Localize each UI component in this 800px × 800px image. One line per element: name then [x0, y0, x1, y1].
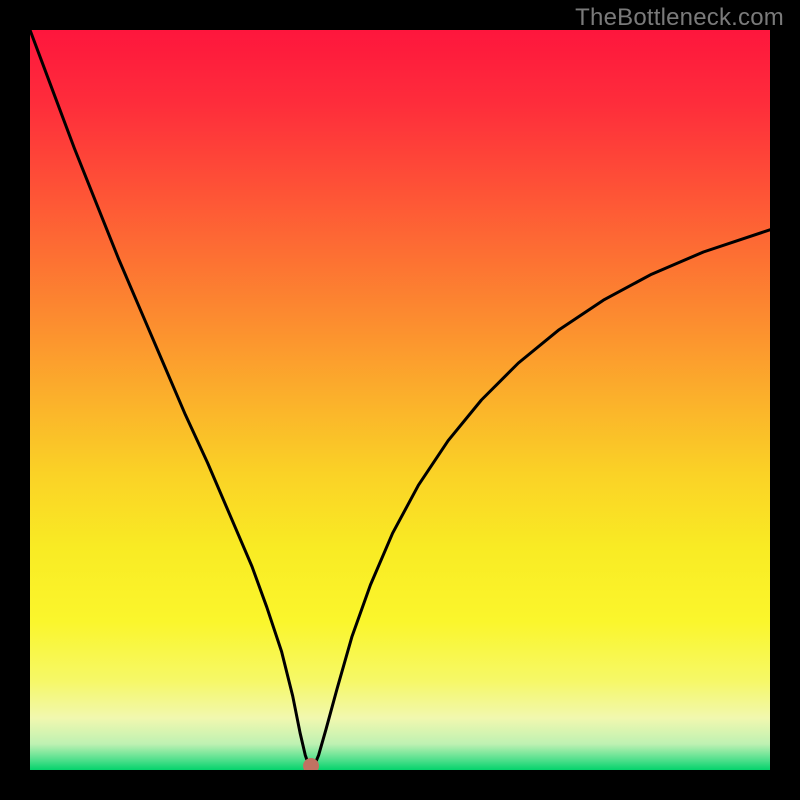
- optimum-marker: [303, 758, 319, 770]
- chart-stage: TheBottleneck.com: [0, 0, 800, 800]
- plot-area: [30, 30, 770, 770]
- watermark-text: TheBottleneck.com: [575, 4, 784, 32]
- bottleneck-curve: [30, 30, 770, 768]
- curve-svg: [30, 30, 770, 770]
